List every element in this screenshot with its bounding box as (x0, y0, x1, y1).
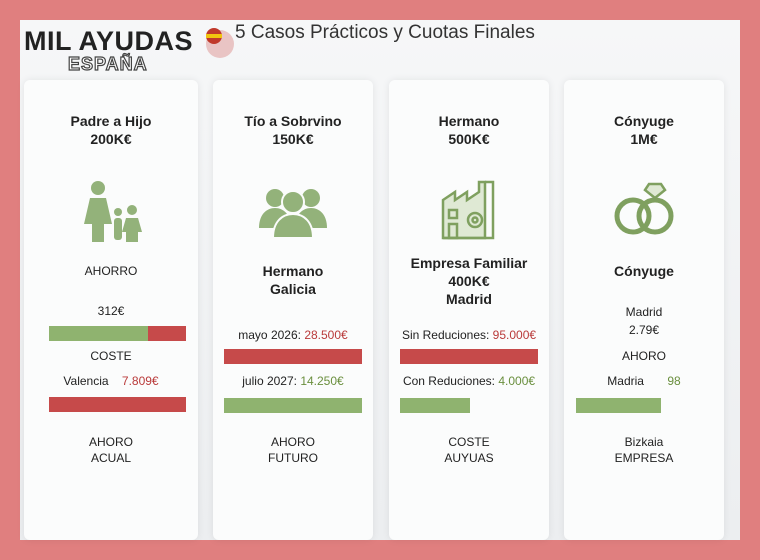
card: Padre a Hijo 200K€ AHORRO 312€ COSTE Val… (24, 80, 198, 540)
card: Cónyuge 1M€ Cónyuge Madrid 2.79€ AHORO M… (564, 80, 724, 540)
label: Madrid (446, 291, 492, 307)
footer: AUYUAS (444, 451, 494, 465)
row: Madria 98 (564, 373, 724, 389)
factory-icon (441, 180, 495, 240)
card-title: Hermano (438, 113, 500, 129)
progress-bar (49, 326, 148, 341)
label: COSTE (90, 349, 132, 363)
label: Empresa Familiar (410, 255, 528, 271)
label: Hermano (262, 263, 324, 279)
label: Cónyuge (614, 263, 674, 279)
card-amount: 200K€ (90, 131, 132, 147)
row-value: 7.809€ (121, 374, 159, 388)
logo-sub: ESPAÑA (67, 53, 148, 74)
footer: EMPRESA (614, 451, 674, 465)
label: AHORRO (84, 264, 138, 278)
row-value: 28.500€ (304, 328, 348, 342)
row-label: Con Reduciones: (402, 374, 495, 388)
logo: MIL AYUDAS (24, 26, 194, 56)
card-title: Tío a Sobrvino (244, 113, 342, 129)
card-amount: 1M€ (630, 131, 658, 147)
row: Valencia 7.809€ (24, 373, 198, 389)
progress-bar (400, 349, 538, 364)
line: 2.79€ (628, 323, 660, 337)
line: Madrid (625, 305, 663, 319)
card-title: Cónyuge (614, 113, 674, 129)
footer: COSTE (448, 435, 490, 449)
row-value: 14.250€ (300, 374, 344, 388)
row: mayo 2026: 28.500€ (213, 327, 373, 343)
label: Galicia (270, 281, 316, 297)
progress-bar (148, 326, 186, 341)
people-icon (259, 189, 327, 239)
family-icon (84, 181, 142, 242)
row-label: julio 2027: (242, 374, 297, 388)
card: Tío a Sobrvino 150K€ Hermano Galicia may… (213, 80, 373, 540)
row-label: Sin Reduciones: (401, 328, 490, 342)
row: julio 2027: 14.250€ (213, 373, 373, 389)
card: Hermano 500K€ Empresa Familiar 400K€ Mad… (389, 80, 549, 540)
row: Con Reduciones: 4.000€ (389, 373, 549, 389)
row-label: mayo 2026: (238, 328, 301, 342)
line: AHORO (621, 349, 666, 363)
row-label: Madria (607, 374, 644, 388)
value: 312€ (97, 304, 125, 318)
card-title: Padre a Hijo (70, 113, 152, 129)
footer: AHORO (88, 435, 133, 449)
progress-bar (49, 397, 186, 412)
footer: AHORO (270, 435, 315, 449)
footer: FUTURO (268, 451, 318, 465)
card-amount: 150K€ (272, 131, 314, 147)
row-value: 95.000€ (492, 328, 537, 342)
rings-icon (614, 182, 674, 235)
row-label: Valencia (63, 374, 109, 388)
page-title: 5 Casos Prácticos y Cuotas Finales (235, 22, 535, 43)
row-value: 4.000€ (498, 374, 536, 388)
progress-bar (224, 349, 362, 364)
footer: ACUAL (90, 451, 131, 465)
row: Sin Reduciones: 95.000€ (389, 327, 549, 343)
logo-flag (206, 28, 234, 58)
card-amount: 500K€ (448, 131, 490, 147)
progress-bar (576, 398, 661, 413)
row-value: 98 (667, 374, 681, 388)
progress-bar (400, 398, 470, 413)
progress-bar (224, 398, 362, 413)
label: 400K€ (448, 273, 490, 289)
frame: MIL AYUDAS ESPAÑA 5 Casos Prácticos y Cu… (20, 20, 740, 540)
footer: Bizkaia (624, 435, 664, 449)
